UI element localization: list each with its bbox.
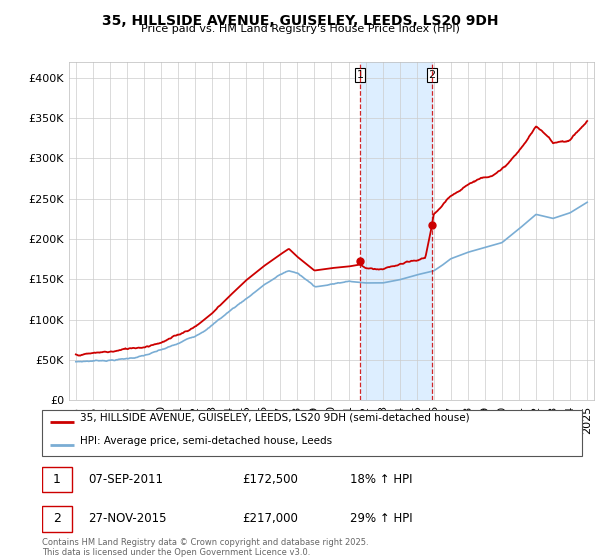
Text: HPI: Average price, semi-detached house, Leeds: HPI: Average price, semi-detached house,…	[80, 436, 332, 446]
Text: £172,500: £172,500	[242, 473, 298, 486]
FancyBboxPatch shape	[42, 466, 72, 492]
Text: 1: 1	[356, 70, 364, 80]
Text: 27-NOV-2015: 27-NOV-2015	[88, 512, 166, 525]
Text: Price paid vs. HM Land Registry's House Price Index (HPI): Price paid vs. HM Land Registry's House …	[140, 24, 460, 34]
FancyBboxPatch shape	[42, 506, 72, 531]
Text: Contains HM Land Registry data © Crown copyright and database right 2025.
This d: Contains HM Land Registry data © Crown c…	[42, 538, 368, 557]
Text: 35, HILLSIDE AVENUE, GUISELEY, LEEDS, LS20 9DH: 35, HILLSIDE AVENUE, GUISELEY, LEEDS, LS…	[102, 14, 498, 28]
Text: 2: 2	[53, 512, 61, 525]
Text: 29% ↑ HPI: 29% ↑ HPI	[350, 512, 412, 525]
Text: 2: 2	[428, 70, 436, 80]
FancyBboxPatch shape	[42, 410, 582, 456]
Text: 1: 1	[53, 473, 61, 486]
Text: 35, HILLSIDE AVENUE, GUISELEY, LEEDS, LS20 9DH (semi-detached house): 35, HILLSIDE AVENUE, GUISELEY, LEEDS, LS…	[80, 413, 469, 423]
Text: £217,000: £217,000	[242, 512, 298, 525]
Text: 18% ↑ HPI: 18% ↑ HPI	[350, 473, 412, 486]
Text: 07-SEP-2011: 07-SEP-2011	[88, 473, 163, 486]
